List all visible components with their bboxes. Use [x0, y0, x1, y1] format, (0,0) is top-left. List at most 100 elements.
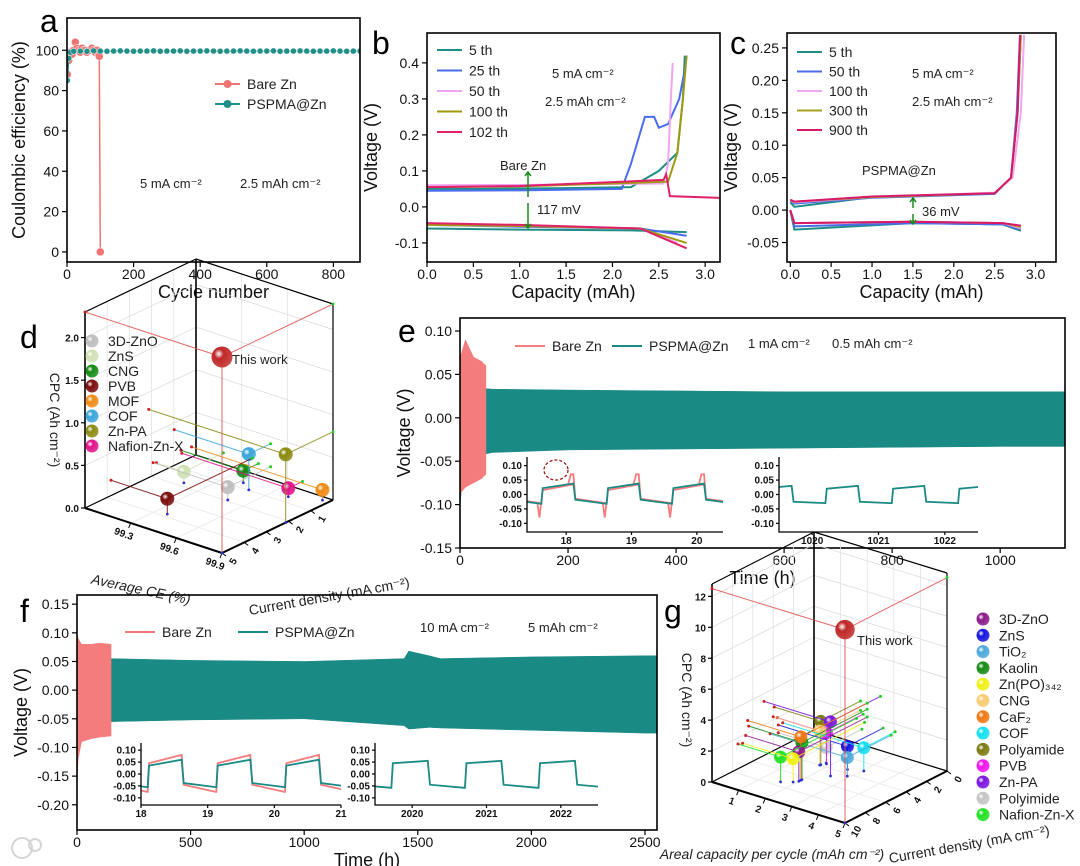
- data-point: [103, 48, 111, 55]
- stem-base: [845, 774, 849, 778]
- y-tick-label: -0.05: [747, 235, 779, 251]
- legend-sphere: [976, 759, 990, 773]
- data-point: [283, 47, 290, 55]
- legend-sphere: [976, 612, 990, 626]
- data-point: [310, 48, 317, 55]
- y-tick-label: 0.10: [755, 461, 775, 472]
- stem-base: [321, 498, 324, 502]
- series-bare-zn-band: [460, 338, 487, 497]
- projection-line: [742, 742, 794, 760]
- watermark-logo-icon: [11, 837, 33, 859]
- y-tick: [905, 791, 911, 796]
- x-axis-label: Capacity (mAh): [859, 282, 983, 302]
- series-pspma-zn-line: [375, 759, 598, 789]
- y-tick-label: -0.05: [751, 504, 774, 515]
- x-tick: [736, 790, 740, 796]
- series-100-th-line: [427, 223, 687, 244]
- y-tick: [946, 770, 952, 775]
- wall-marker: [781, 721, 785, 725]
- legend-label: Zn-PA: [108, 423, 147, 439]
- axis-edge: [813, 531, 948, 574]
- y-tick-label: 5: [228, 556, 241, 567]
- y-tick-label: -0.15: [420, 540, 452, 556]
- z-tick-label: 6: [700, 685, 706, 696]
- legend-sphere: [976, 661, 990, 675]
- z-tick-label: 1.5: [65, 376, 79, 387]
- legend-label: TiO₂: [999, 644, 1026, 660]
- stem-base: [862, 769, 866, 773]
- x-tick: [173, 537, 177, 544]
- axis-edge: [221, 499, 334, 554]
- x-tick-label: 1022: [934, 536, 957, 547]
- x-tick-label: 1021: [867, 536, 890, 547]
- projection-line: [773, 716, 820, 732]
- projection-line: [191, 446, 323, 491]
- projection-line: [745, 734, 800, 753]
- axis-frame: [76, 594, 658, 831]
- data-point: [243, 47, 251, 55]
- grid-line: [813, 698, 948, 741]
- x-tick-label: 0.0: [781, 266, 801, 282]
- data-point: [190, 47, 197, 55]
- data-point: [150, 47, 157, 55]
- annotation: 2.5 mAh cm⁻²: [545, 94, 626, 109]
- data-point: [364, 48, 370, 54]
- series-bare-zn-line: [67, 41, 102, 252]
- axis-frame: [786, 32, 1057, 263]
- wall-marker: [747, 724, 751, 728]
- legend-label: CNG: [108, 363, 139, 379]
- data-point: [303, 47, 310, 55]
- projection-line: [798, 716, 868, 753]
- wall-marker: [881, 726, 885, 730]
- stem-base: [226, 498, 230, 502]
- annotation: 117 mV: [537, 202, 581, 217]
- x-tick-label: 800: [880, 552, 904, 568]
- legend-sphere: [85, 334, 99, 348]
- y-tick-label: -0.20: [37, 797, 69, 813]
- sphere-cng: [813, 724, 827, 738]
- x-tick-label: 0: [73, 834, 81, 850]
- data-point: [343, 48, 350, 55]
- panel-label-g: g: [664, 593, 682, 629]
- series-pspma-zn-line: [141, 758, 341, 789]
- wall-marker: [256, 462, 260, 466]
- y-tick-label: -0.10: [751, 519, 774, 530]
- series-102-th-line: [427, 222, 688, 250]
- x-tick-label: 2020: [401, 809, 424, 820]
- x-tick-label: 3.0: [1026, 266, 1046, 282]
- z-tick-label: 0.0: [65, 504, 79, 515]
- x-tick-label: 2: [754, 804, 763, 816]
- y-tick-label: 0.00: [351, 770, 371, 781]
- legend-sphere: [85, 349, 99, 363]
- annotation: 2.5 mAh cm⁻²: [912, 94, 993, 109]
- projection-line: [801, 708, 868, 744]
- data-point: [210, 47, 217, 55]
- projection-line: [800, 702, 868, 738]
- plot-area: [77, 632, 657, 788]
- series-bare-zn-line: [141, 753, 341, 793]
- y-tick-label: 0: [51, 244, 59, 260]
- x-tick-label: 19: [202, 809, 214, 820]
- stem-base: [818, 763, 822, 767]
- annotation: PSPMA@Zn: [862, 163, 936, 178]
- x-tick-label: 1020: [801, 536, 824, 547]
- x-tick-label: 2.5: [649, 266, 669, 282]
- data-point: [256, 47, 264, 55]
- legend-sphere: [85, 379, 99, 393]
- wall-marker: [860, 727, 864, 731]
- y-tick-label: 0.20: [752, 72, 779, 88]
- y-tick-label: 0.3: [400, 91, 420, 107]
- z-tick-label: 8: [700, 654, 706, 665]
- z-tick-label: 2: [700, 747, 706, 758]
- y-tick-label: -0.10: [347, 793, 370, 804]
- wall-marker: [221, 451, 225, 455]
- plot-area: [527, 473, 723, 518]
- wall-marker: [180, 451, 184, 455]
- sphere-nafion-zn-x: [774, 750, 788, 764]
- projection-line: [221, 303, 334, 358]
- legend-sphere: [85, 409, 99, 423]
- x-tick-label: 1: [727, 796, 736, 808]
- y-tick-label: 0.00: [755, 490, 775, 501]
- panel-label-e: e: [398, 313, 416, 349]
